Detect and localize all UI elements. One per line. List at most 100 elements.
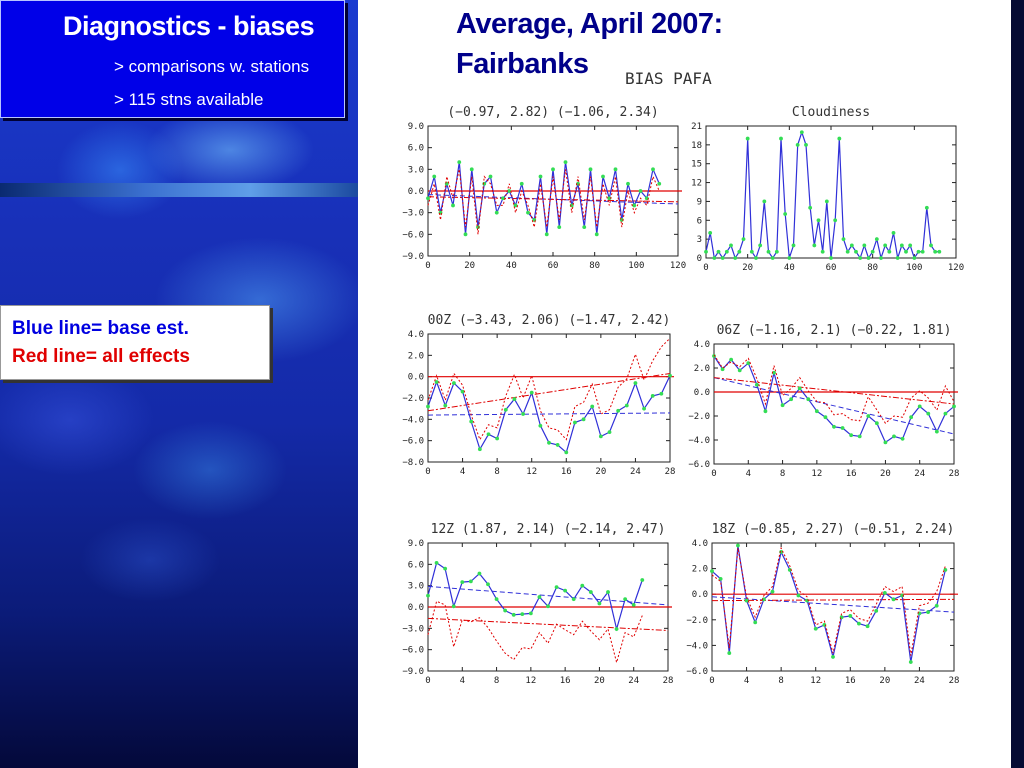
data-point — [460, 580, 465, 585]
data-point — [789, 397, 794, 402]
data-point — [874, 421, 879, 426]
data-point — [507, 189, 512, 193]
y-tick-label: −2.0 — [686, 616, 708, 626]
data-point — [607, 430, 612, 435]
data-point — [795, 142, 800, 147]
data-point — [469, 167, 474, 172]
y-tick-label: 0 — [697, 254, 702, 264]
data-point — [554, 585, 559, 589]
data-point — [797, 386, 802, 391]
data-point — [943, 411, 948, 416]
data-point — [626, 181, 630, 186]
x-tick-label: 40 — [784, 263, 795, 273]
data-point — [486, 582, 490, 587]
y-tick-label: −6.0 — [402, 437, 424, 447]
data-point — [924, 205, 929, 210]
chart-panel-3: 06Z (−1.16, 2.1) (−0.22, 1.81) 0 4 8 12 16 20 2… — [688, 323, 959, 479]
data-point — [833, 218, 838, 223]
y-tick-label: −9.0 — [402, 252, 424, 262]
y-tick-label: −9.0 — [402, 667, 424, 677]
data-point — [904, 249, 908, 254]
trend-line-base — [427, 412, 671, 416]
y-tick-label: 0.0 — [694, 388, 710, 398]
data-point — [501, 196, 505, 201]
series-line-all-effects — [713, 354, 955, 424]
data-point — [538, 423, 543, 428]
data-point — [746, 361, 751, 366]
data-point — [796, 593, 801, 598]
y-tick-label: −4.0 — [688, 436, 710, 446]
series-line-all-effects — [427, 169, 660, 235]
x-tick-label: 60 — [826, 263, 837, 273]
y-tick-label: 4.0 — [692, 539, 708, 549]
data-point — [598, 434, 603, 439]
x-tick-label: 20 — [879, 676, 890, 686]
data-point — [704, 249, 708, 254]
y-tick-label: 9.0 — [408, 122, 424, 132]
data-point — [443, 566, 448, 571]
x-tick-label: 100 — [906, 263, 922, 273]
x-tick-label: 24 — [628, 676, 639, 686]
y-tick-label: 0.0 — [408, 373, 424, 383]
data-point — [426, 404, 430, 409]
data-point — [806, 397, 811, 402]
x-tick-label: 0 — [425, 676, 430, 686]
data-point — [451, 203, 455, 208]
trend-line-all — [711, 598, 955, 602]
data-point — [526, 210, 530, 215]
data-point — [538, 174, 543, 179]
data-point — [590, 404, 595, 409]
data-point — [633, 381, 638, 385]
x-tick-label: 4 — [744, 676, 749, 686]
data-point — [882, 591, 887, 595]
y-tick-label: 3.0 — [408, 165, 424, 175]
data-point — [551, 167, 555, 172]
data-point — [426, 593, 430, 598]
data-point — [917, 404, 922, 409]
y-tick-label: 6.0 — [408, 560, 424, 570]
y-tick-label: 3 — [697, 235, 702, 245]
y-tick-label: −3.0 — [402, 624, 424, 634]
x-tick-label: 24 — [630, 467, 641, 477]
data-point — [933, 249, 938, 254]
y-tick-label: 0.0 — [408, 603, 424, 613]
chart-title: Cloudiness — [792, 105, 870, 120]
data-point — [749, 249, 754, 254]
chart-title: 00Z (−3.43, 2.06) (−1.47, 2.42) — [428, 313, 671, 328]
data-point — [477, 571, 482, 576]
data-point — [710, 569, 714, 574]
x-tick-label: 20 — [595, 467, 606, 477]
y-tick-label: 9.0 — [408, 539, 424, 549]
slide-title: Diagnostics - biases — [63, 11, 315, 41]
data-point — [870, 249, 875, 254]
data-point — [520, 612, 525, 617]
data-point — [623, 597, 628, 602]
chart-title: 12Z (1.87, 2.14) (−2.14, 2.47) — [431, 522, 666, 537]
y-tick-label: 2.0 — [694, 364, 710, 374]
data-point — [814, 409, 819, 414]
data-point — [831, 655, 835, 659]
data-point — [482, 181, 487, 186]
data-point — [494, 597, 499, 602]
series-line-all-effects — [427, 600, 643, 665]
data-point — [659, 391, 664, 396]
data-point — [832, 424, 836, 429]
x-tick-label: 4 — [460, 467, 465, 477]
data-point — [892, 434, 896, 439]
x-tick-label: 24 — [914, 676, 925, 686]
x-tick-label: 20 — [742, 263, 753, 273]
data-point — [874, 608, 879, 613]
data-point — [937, 249, 942, 254]
x-tick-label: 12 — [526, 467, 537, 477]
x-tick-label: 16 — [561, 467, 572, 477]
data-point — [920, 249, 925, 254]
y-tick-label: −4.0 — [686, 641, 708, 651]
legend-red-line: Red line= all effects — [12, 346, 190, 367]
y-tick-label: 2.0 — [408, 351, 424, 361]
data-point — [563, 160, 568, 165]
data-point — [823, 415, 828, 420]
data-point — [934, 603, 939, 608]
slide-background — [0, 0, 358, 768]
data-point — [909, 415, 914, 420]
x-tick-label: 28 — [665, 467, 676, 477]
